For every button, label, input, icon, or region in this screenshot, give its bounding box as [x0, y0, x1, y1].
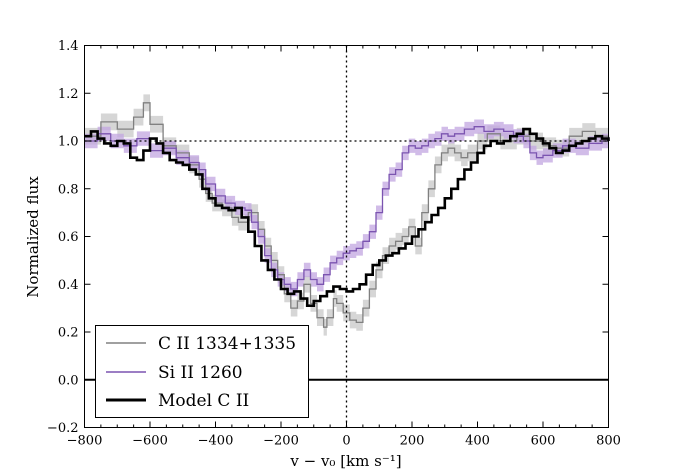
error-band-1	[84, 119, 609, 297]
x-tick-label: 800	[596, 434, 621, 449]
x-tick-label: 400	[465, 434, 490, 449]
x-tick-label: −800	[67, 434, 103, 449]
x-tick-label: −600	[132, 434, 168, 449]
series-line-1	[84, 126, 609, 290]
legend-label-model: Model C II	[158, 391, 249, 411]
y-tick-label: 0.0	[58, 373, 79, 388]
y-tick-label: 0.8	[58, 182, 79, 197]
series-line-0	[84, 102, 610, 328]
x-tick-label: 200	[400, 434, 425, 449]
y-tick-label: 1.2	[58, 87, 79, 102]
x-tick-label: 600	[531, 434, 556, 449]
x-tick-label: 0	[342, 434, 350, 449]
y-tick-label: 0.4	[58, 278, 79, 293]
legend-label-c-ii: C II 1334+1335	[158, 334, 296, 354]
y-tick-label: −0.2	[47, 421, 79, 436]
y-tick-label: 1.0	[58, 135, 79, 150]
legend: C II 1334+1335 Si II 1260 Model C II	[95, 325, 309, 418]
y-tick-label: 0.6	[58, 230, 79, 245]
x-tick-label: −400	[198, 434, 234, 449]
axis-ticks-layer: −800 −600 −400 −200 0 200 400 600 800 −0.2 0.0 0.2 0…	[47, 39, 621, 449]
y-tick-label: 1.4	[58, 39, 79, 54]
legend-label-si-ii: Si II 1260	[158, 363, 243, 383]
x-axis-label: v − v₀ [km s⁻¹]	[289, 452, 401, 470]
x-tick-label: −200	[263, 434, 299, 449]
y-tick-label: 0.2	[58, 326, 79, 341]
y-axis-label: Normalized flux	[24, 176, 42, 298]
